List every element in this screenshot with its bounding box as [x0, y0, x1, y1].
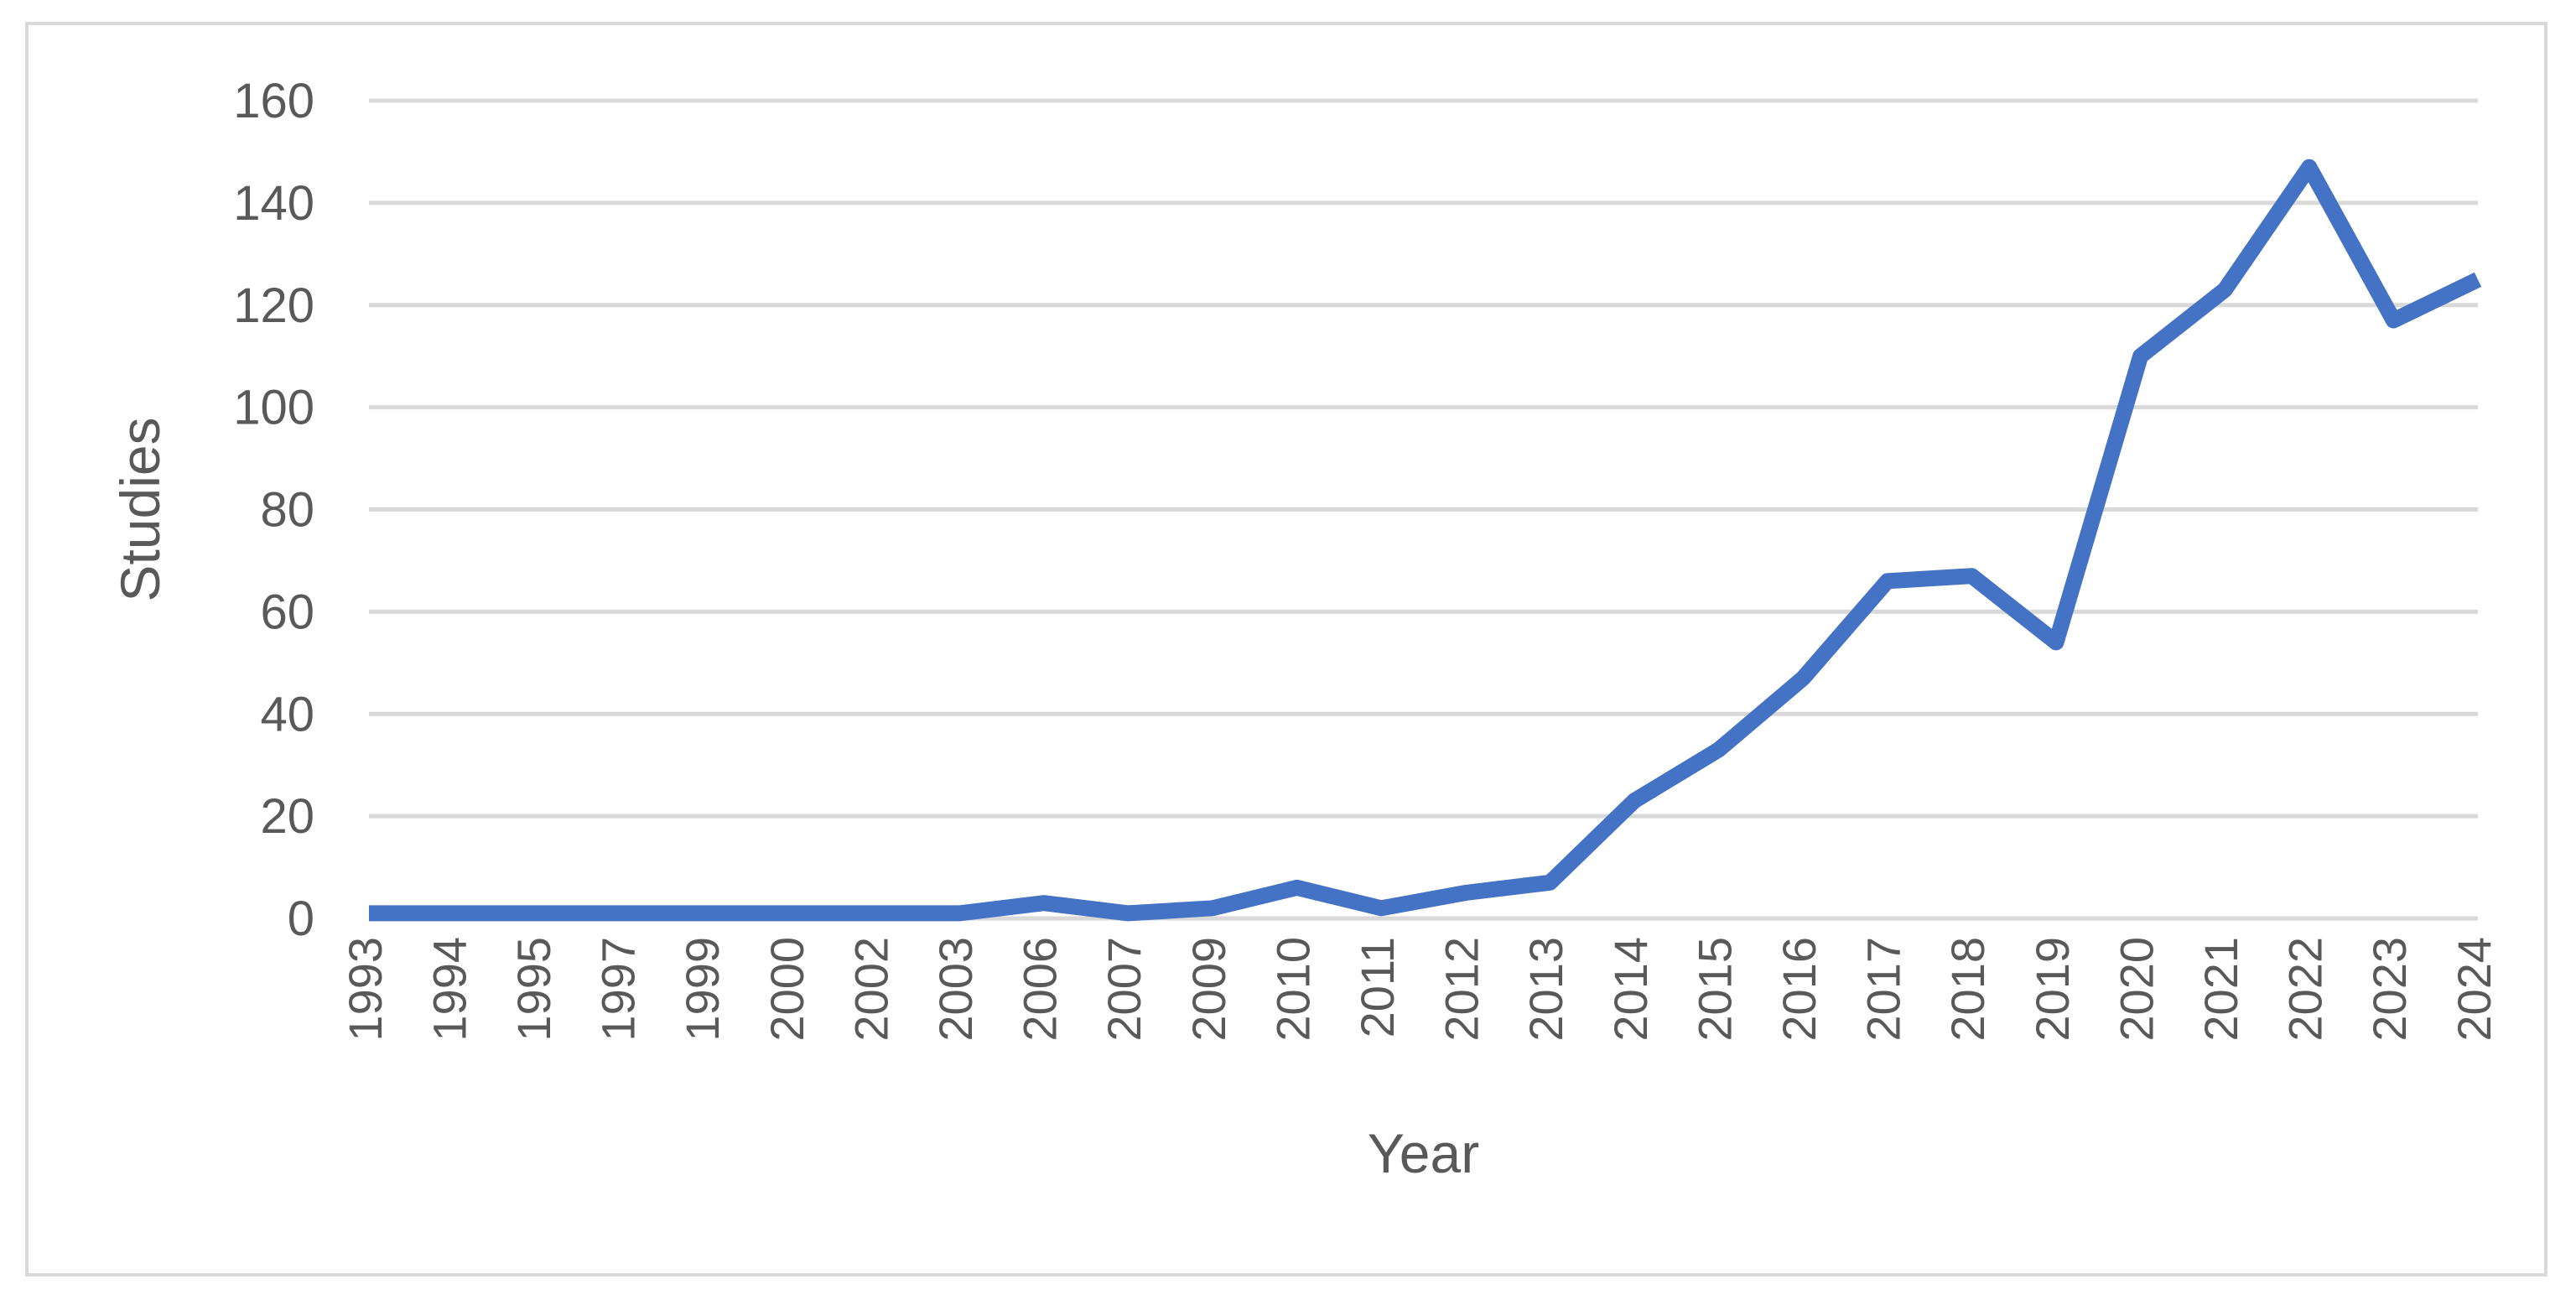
series-group: [369, 159, 2482, 922]
x-tick-label: 2003: [929, 937, 982, 1042]
x-axis-title: Year: [1368, 1122, 1479, 1184]
x-tick-label: 1995: [507, 937, 560, 1042]
x-tick-label: 2014: [1604, 937, 1657, 1042]
x-axis-ticks: 1993 1994 1995 1997 1999 2000 2002 2003 2006 2007…: [339, 937, 2501, 1042]
x-tick-label: 2016: [1773, 937, 1826, 1042]
x-tick-label: 2019: [2026, 937, 2079, 1042]
x-tick-label: 2007: [1098, 937, 1150, 1042]
y-tick-label: 40: [260, 687, 314, 741]
y-tick-label: 160: [233, 74, 314, 128]
chart-frame: [25, 22, 2547, 1277]
x-tick-label: 2000: [761, 937, 813, 1042]
y-tick-label: 120: [233, 278, 314, 333]
x-tick-label: 2011: [1351, 937, 1404, 1037]
x-tick-label: 2022: [2279, 937, 2332, 1042]
y-tick-label: 20: [260, 789, 314, 844]
x-tick-label: 2018: [1941, 937, 1994, 1042]
x-tick-label: 2013: [1519, 937, 1572, 1042]
x-tick-label: 2017: [1857, 937, 1910, 1042]
x-tick-label: 2023: [2363, 937, 2416, 1042]
x-tick-label: 1994: [423, 937, 475, 1042]
x-tick-label: 2006: [1014, 937, 1067, 1042]
series-line-0: [369, 159, 2482, 922]
x-tick-label: 2020: [2110, 937, 2163, 1042]
x-tick-label: 2015: [1688, 937, 1741, 1042]
x-tick-label: 1993: [339, 937, 392, 1042]
x-tick-label: 2021: [2194, 937, 2247, 1042]
gridlines: [369, 98, 2478, 921]
y-tick-label: 100: [233, 381, 314, 435]
y-tick-label: 0: [288, 892, 314, 946]
y-axis-title: Studies: [109, 417, 171, 601]
x-tick-label: 2002: [844, 937, 897, 1042]
x-tick-label: 2012: [1436, 937, 1488, 1042]
x-tick-label: 1997: [592, 937, 645, 1042]
y-tick-label: 140: [233, 176, 314, 231]
y-axis-ticks: 0 20 40 60 80 100 120 140 160: [233, 74, 314, 946]
y-tick-label: 60: [260, 585, 314, 639]
x-tick-label: 2010: [1266, 937, 1319, 1042]
y-tick-label: 80: [260, 483, 314, 538]
x-tick-label: 2024: [2448, 937, 2501, 1042]
x-tick-label: 2009: [1182, 937, 1235, 1042]
x-tick-label: 1999: [676, 937, 729, 1042]
